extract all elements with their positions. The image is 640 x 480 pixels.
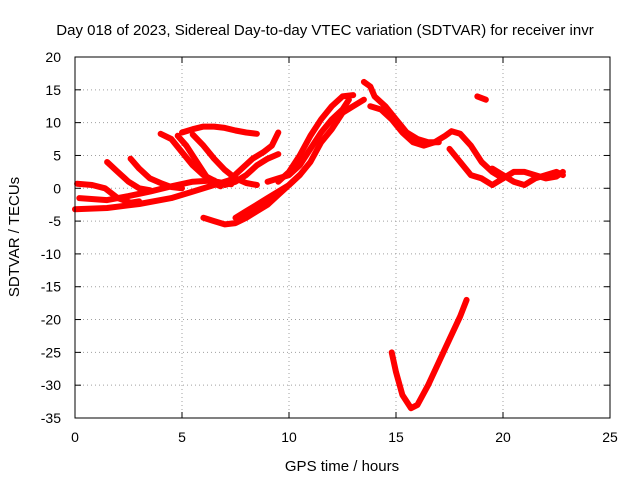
series-line-track-17 (367, 103, 506, 182)
series-line-track-18 (446, 145, 496, 188)
y-tick-label: -15 (41, 279, 61, 295)
series-line-track-4 (104, 159, 153, 194)
chart-title: Day 018 of 2023, Sidereal Day-to-day VTE… (56, 22, 593, 39)
y-tick-label: 10 (45, 115, 61, 131)
y-tick-label: -35 (41, 410, 61, 426)
y-tick-label: 20 (45, 49, 61, 65)
series-line-track-5 (127, 155, 185, 192)
x-tick-label: 20 (495, 429, 511, 445)
y-tick-label: -20 (41, 312, 61, 328)
x-tick-label: 15 (388, 429, 404, 445)
x-tick-label: 10 (281, 429, 297, 445)
series-line-track-7 (174, 132, 224, 190)
series-line-track-21 (474, 93, 489, 103)
series-line-track-10 (228, 129, 282, 182)
x-tick-label: 0 (71, 429, 79, 445)
axis-tick-labels: 0 5 10 15 20 25 -35 -30 -25 -20 -15 -10 -5 0 5 10 15 20 (41, 49, 618, 445)
y-axis-label: SDTVAR / TECUs (6, 177, 23, 297)
series-line-track-16 (360, 78, 442, 146)
data-series (72, 78, 566, 412)
y-tick-label: -25 (41, 344, 61, 360)
series-line-track-8 (179, 123, 260, 137)
y-tick-label: -30 (41, 377, 61, 393)
x-tick-label: 25 (602, 429, 618, 445)
series-line-track-11 (221, 151, 282, 188)
y-tick-label: 15 (45, 82, 61, 98)
y-tick-label: 5 (53, 147, 61, 163)
series-line-track-15 (275, 92, 357, 185)
y-tick-label: -5 (49, 213, 62, 229)
plot-frame (74, 56, 611, 419)
series-line-track-22 (388, 296, 470, 412)
x-axis-label: GPS time / hours (285, 458, 399, 475)
series-line-track-20 (489, 168, 566, 188)
series-line-track-9 (189, 131, 260, 188)
y-tick-label: 0 (53, 180, 61, 196)
y-tick-label: -10 (41, 246, 61, 262)
x-tick-label: 5 (178, 429, 186, 445)
